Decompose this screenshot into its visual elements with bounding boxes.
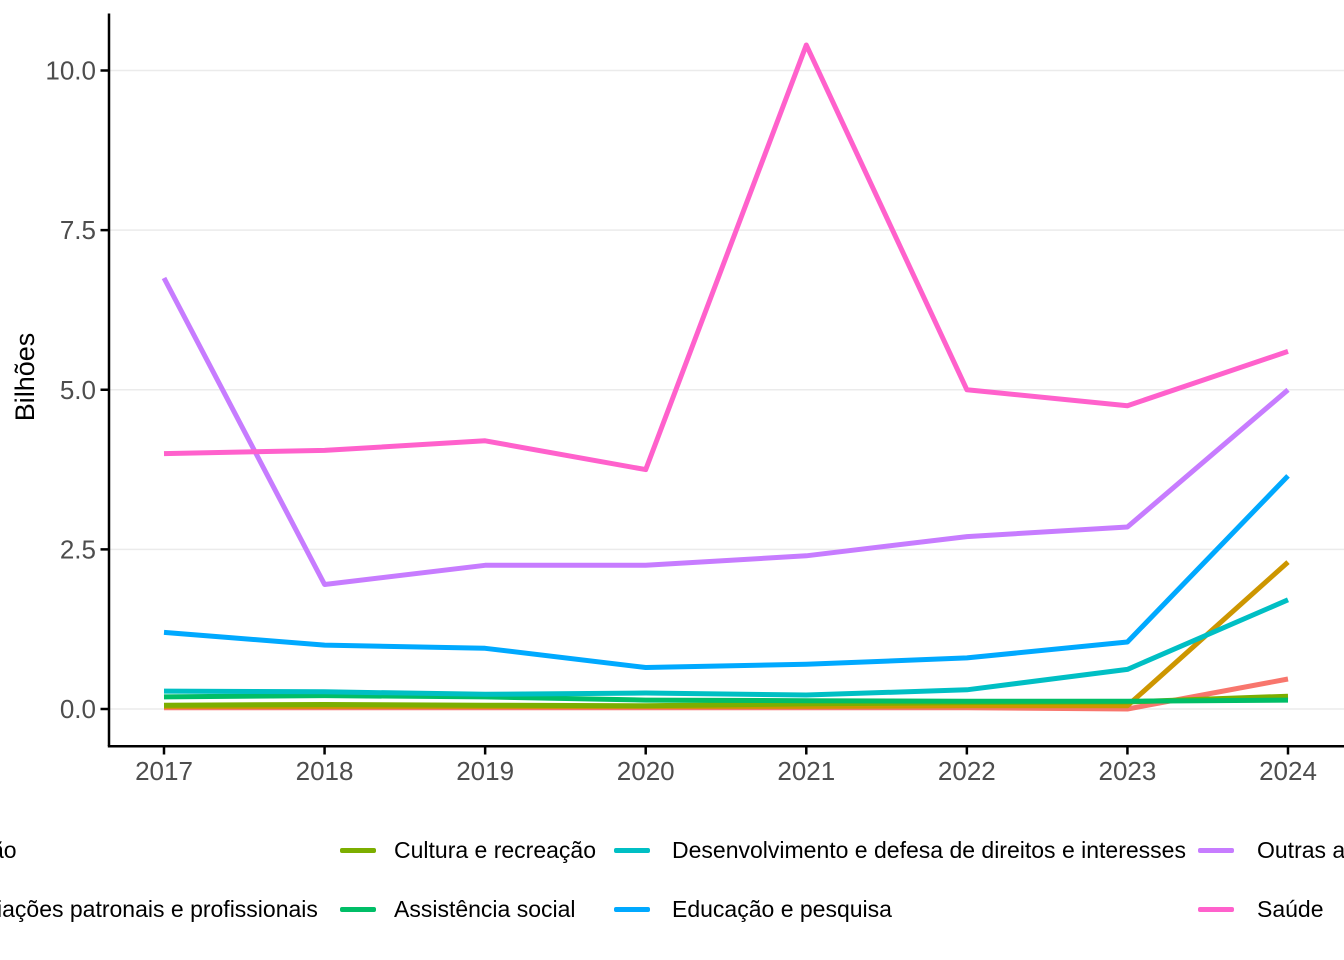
legend-label: Desenvolvimento e defesa de direitos e i… [672, 837, 1186, 863]
legend-label: Assistência social [394, 896, 576, 922]
legend-label: Cultura e recreação [394, 837, 596, 863]
x-tick-label: 2020 [617, 756, 675, 786]
axes: 0.0 2.5 5.0 7.5 10.0 2017 2018 2019 2020 2021 2022… [45, 13, 1344, 786]
y-tick-label: 10.0 [45, 56, 96, 86]
x-tick-label: 2018 [296, 756, 354, 786]
line-chart: 0.0 2.5 5.0 7.5 10.0 2017 2018 2019 2020 2021 2022… [10, 13, 1344, 786]
y-tick-label: 0.0 [60, 694, 96, 724]
series-line-8 [163, 42, 1289, 473]
x-tick-label: 2017 [135, 756, 193, 786]
y-axis-title: Bilhões [10, 333, 40, 422]
legend-label: Saúde [1257, 896, 1324, 922]
legend-label: iações patronais e profissionais [0, 896, 318, 922]
legend-key [340, 847, 376, 853]
legend-label: ão [0, 837, 17, 863]
legend-label: Educação e pesquisa [672, 896, 892, 922]
series-lines [161, 42, 1290, 712]
x-tick-label: 2021 [777, 756, 835, 786]
y-tick-label: 2.5 [60, 534, 96, 564]
x-tick-label: 2022 [938, 756, 996, 786]
x-tick-label: 2019 [456, 756, 514, 786]
legend-key [340, 906, 376, 912]
y-tick-label: 5.0 [60, 375, 96, 405]
legend-key [614, 847, 650, 853]
x-tick-label: 2024 [1259, 756, 1317, 786]
y-tick-label: 7.5 [60, 215, 96, 245]
series-line-5 [163, 597, 1289, 698]
legend-label: Outras a [1257, 837, 1344, 863]
x-tick-label: 2023 [1099, 756, 1157, 786]
series-line-6 [163, 474, 1290, 670]
series-line-7 [161, 276, 1290, 587]
legend-key [1198, 906, 1234, 912]
gridlines [109, 69, 1344, 710]
series-line-4 [163, 693, 1289, 704]
legend-key [1198, 847, 1234, 853]
legend-key [614, 906, 650, 912]
